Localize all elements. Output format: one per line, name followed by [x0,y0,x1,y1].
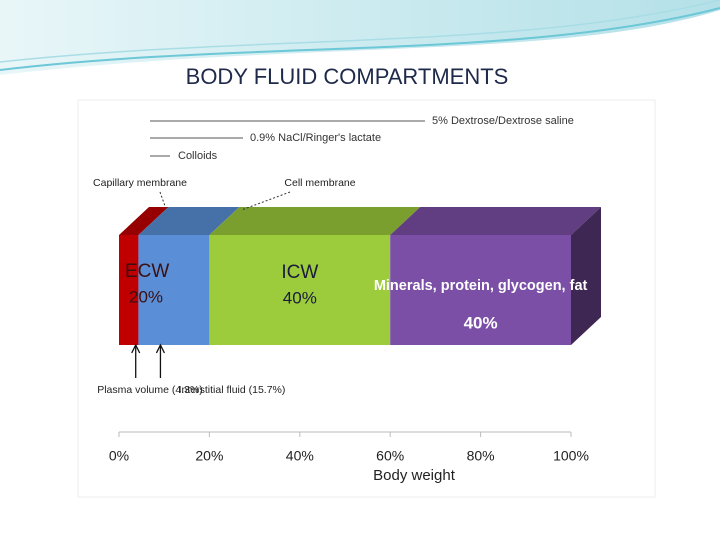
x-tick-label: 80% [467,448,495,464]
bar [119,235,139,345]
segment-value-label: 40% [283,288,317,307]
group-label: ECW [125,261,169,282]
x-tick-label: 0% [109,448,129,464]
decor-line [0,7,720,71]
bar-top [390,207,601,235]
x-tick-label: 100% [553,448,589,464]
bar [390,235,571,345]
membrane-pointer [159,191,167,211]
fluid-label: 0.9% NaCl/Ringer's lactate [250,132,381,144]
x-axis-label: Body weight [373,467,456,484]
bar [209,235,391,345]
bar-top [119,207,169,235]
arrow-head [155,343,166,354]
bar [138,235,210,345]
segment-value-label: 40% [464,313,498,332]
arrow-head [131,343,141,354]
bar-side [571,207,601,345]
membrane-label: Capillary membrane [93,177,187,189]
segment-label: ICW [281,262,318,283]
segment-annotation: Plasma volume (4.3%) [97,384,203,396]
segment-annotation: Interstitial fluid (15.7%) [179,384,286,396]
x-tick-label: 40% [286,448,314,464]
x-tick-label: 20% [195,448,223,464]
decor-line [0,0,720,63]
bar-top [209,207,421,235]
membrane-label: Cell membrane [284,177,355,189]
fluid-label: Colloids [178,150,218,162]
fluid-lines: 5% Dextrose/Dextrose saline 0.9% NaCl/Ri… [150,115,574,162]
membrane-pointer [241,191,291,211]
group-value-label: 20% [129,287,163,306]
slide-title: BODY FLUID COMPARTMENTS [186,64,509,89]
segment-label: Minerals, protein, glycogen, fat [374,278,588,294]
x-tick-label: 60% [376,448,404,464]
bar-top [138,207,240,235]
fluid-label: 5% Dextrose/Dextrose saline [432,115,574,127]
